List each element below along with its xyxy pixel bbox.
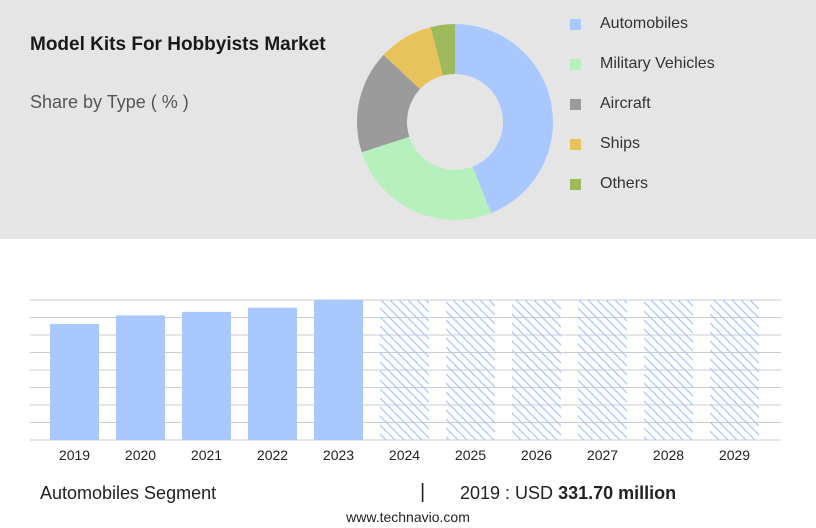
forecast-bar-2026 [512, 300, 561, 440]
x-tick-label-2025: 2025 [455, 447, 486, 463]
bar-2022 [248, 307, 297, 440]
legend-swatch [570, 178, 581, 190]
forecast-bar-2025 [446, 300, 495, 440]
donut-slice-ships [383, 27, 444, 90]
legend-swatch [570, 58, 581, 70]
bar-2023 [314, 300, 363, 440]
donut-slice-military-vehicles [361, 136, 492, 221]
donut-slice-others [430, 24, 455, 76]
bar-2019 [50, 323, 99, 440]
x-tick-label-2028: 2028 [653, 447, 684, 463]
legend-item-ships: Ships [570, 132, 790, 156]
legend-item-automobiles: Automobiles [570, 12, 790, 36]
source-link[interactable]: www.technavio.com [346, 509, 470, 525]
x-tick-label-2029: 2029 [719, 447, 750, 463]
x-tick-label-2019: 2019 [59, 447, 90, 463]
donut-chart [357, 24, 554, 221]
legend-swatch [570, 18, 581, 30]
footer-separator: | [420, 481, 426, 503]
forecast-bar-2027 [578, 300, 627, 440]
legend-label: Aircraft [600, 95, 651, 112]
legend-item-aircraft: Aircraft [570, 92, 790, 116]
bar-chart: 2019 2020 2021 2022 2023 2024 2025 2026 2027 2028… [30, 299, 781, 463]
x-tick-label-2026: 2026 [521, 447, 552, 463]
segment-label: Automobiles Segment [40, 483, 217, 503]
chart-title: Model Kits For Hobbyists Market [30, 34, 326, 55]
legend-item-others: Others [570, 172, 790, 196]
donut-slice-automobiles [455, 24, 554, 214]
x-tick-label-2020: 2020 [125, 447, 156, 463]
x-tick-label-2024: 2024 [389, 447, 420, 463]
x-tick-label-2027: 2027 [587, 447, 618, 463]
donut-slice-aircraft [357, 54, 421, 153]
forecast-bar-2029 [710, 300, 759, 440]
segment-value-prefix: 2019 : USD [460, 483, 554, 503]
legend-label: Others [600, 175, 649, 192]
legend-swatch [570, 98, 581, 110]
x-tick-label-2022: 2022 [257, 447, 288, 463]
legend-label: Ships [600, 135, 641, 152]
legend-item-military-vehicles: Military Vehicles [570, 52, 790, 76]
x-tick-label-2021: 2021 [191, 447, 222, 463]
chart-subtitle: Share by Type ( % ) [30, 92, 189, 112]
segment-value-amount: 331.70 million [558, 483, 677, 503]
segment-value: 2019 : USD 331.70 million [460, 483, 676, 504]
bar-2020 [116, 315, 165, 440]
x-tick-label-2023: 2023 [323, 447, 354, 463]
forecast-bar-2024 [380, 300, 429, 440]
forecast-bar-2028 [644, 300, 693, 440]
bar-2021 [182, 311, 231, 440]
legend-label: Military Vehicles [600, 55, 715, 72]
legend-label: Automobiles [600, 15, 689, 32]
legend-swatch [570, 138, 581, 150]
